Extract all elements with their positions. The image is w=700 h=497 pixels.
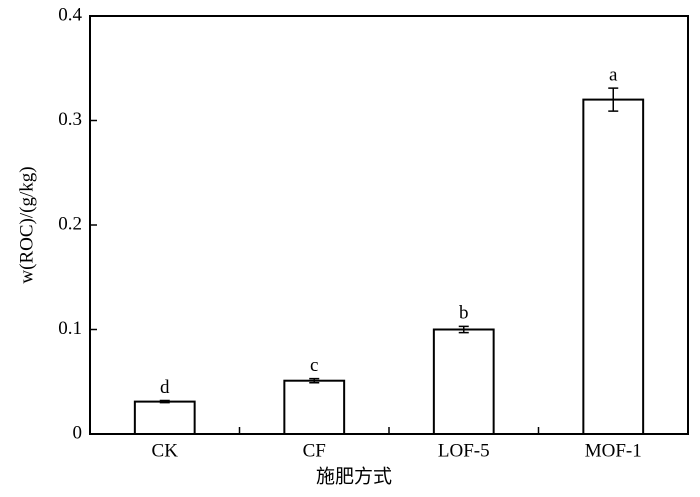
y-tick-label: 0.4 [58, 4, 82, 25]
error-bar [458, 325, 469, 334]
significance-label: d [160, 377, 170, 398]
x-axis-label: 施肥方式 [316, 465, 392, 487]
y-tick-label: 0 [73, 422, 83, 443]
significance-label: c [310, 355, 318, 376]
error-bar [309, 377, 320, 384]
x-tick-label: CK [152, 440, 179, 461]
x-tick-label: LOF-5 [438, 440, 490, 461]
x-tick-label: MOF-1 [585, 440, 642, 461]
y-tick-label: 0.3 [58, 109, 82, 130]
bar [432, 328, 495, 435]
bar [283, 379, 346, 435]
x-tick-label: CF [303, 440, 326, 461]
error-bar [159, 399, 170, 404]
bar [582, 98, 645, 435]
y-axis-label: w(ROC)/(g/kg) [16, 166, 37, 283]
bar [133, 400, 196, 436]
y-tick-label: 0.1 [58, 318, 82, 339]
error-bar [608, 87, 619, 112]
significance-label: a [609, 64, 618, 85]
significance-label: b [459, 303, 469, 324]
y-tick-label: 0.2 [58, 213, 82, 234]
